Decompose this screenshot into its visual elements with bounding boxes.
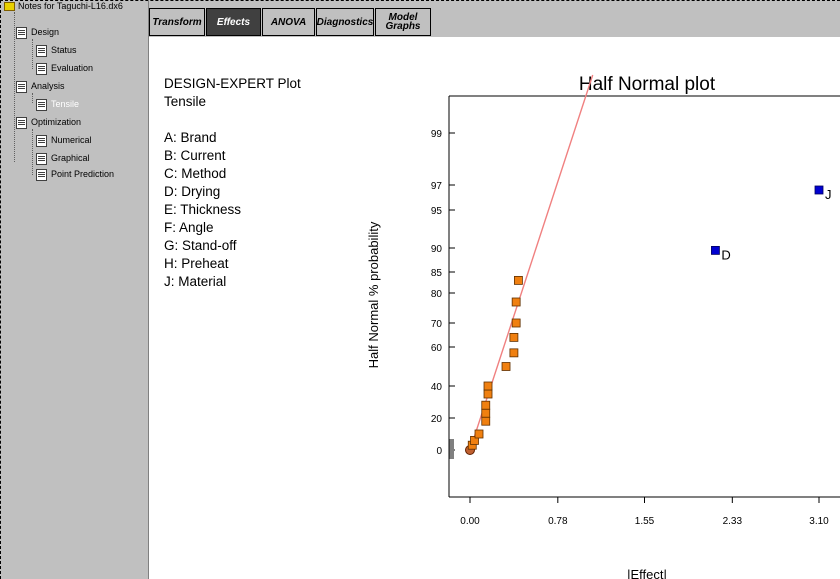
- frame-top-border: [0, 0, 840, 1]
- plot-heading: DESIGN-EXPERT Plot: [164, 76, 301, 91]
- tab-diagnostics[interactable]: Diagnostics: [316, 8, 374, 36]
- effect-point: [814, 185, 824, 195]
- error-point: [483, 389, 493, 399]
- tab-label: Diagnostics: [316, 16, 374, 28]
- factor-label: A: Brand: [164, 130, 217, 145]
- tab-bar: Transform Effects ANOVA Diagnostics Mode…: [149, 8, 840, 36]
- tree-connector: [32, 39, 33, 69]
- y-tick-label: 0: [436, 446, 442, 457]
- design-icon: [16, 26, 27, 39]
- point-prediction-icon: [36, 168, 47, 181]
- sidebar-item-analysis[interactable]: Analysis: [16, 79, 65, 93]
- tab-anova[interactable]: ANOVA: [262, 8, 315, 36]
- tab-transform[interactable]: Transform: [149, 8, 205, 36]
- tree-root-label: Notes for Taguchi-L16.dx6: [18, 1, 123, 11]
- sidebar-item-graphical[interactable]: Graphical: [36, 151, 90, 165]
- error-point: [474, 429, 484, 439]
- error-point: [481, 416, 491, 426]
- sidebar-item-label: Design: [31, 27, 60, 37]
- chart-title: Half Normal plot: [579, 74, 716, 95]
- sidebar-item-label: Status: [51, 45, 77, 55]
- status-icon: [36, 44, 47, 57]
- y-axis-label: Half Normal % probability: [366, 221, 381, 368]
- y-tick-label: 80: [431, 289, 443, 300]
- sidebar-item-label: Numerical: [51, 135, 92, 145]
- plot-area: 0 20 40 60 70 80 85 90 95 97 99 0.00 0.78 1.55 2.33 3.1…: [431, 74, 840, 527]
- response-icon: [36, 98, 47, 111]
- sidebar-item-label: Point Prediction: [51, 169, 115, 179]
- y-tick-label: 85: [431, 268, 443, 279]
- factor-label: C: Method: [164, 166, 227, 181]
- evaluation-icon: [36, 62, 47, 75]
- error-point: [511, 297, 521, 307]
- sidebar-item-label: Graphical: [51, 153, 90, 163]
- error-point: [509, 332, 519, 342]
- error-point: [481, 400, 491, 410]
- y-tick-label: 70: [431, 319, 443, 330]
- tab-label: ANOVA: [270, 16, 307, 28]
- y-tick-label: 95: [431, 206, 443, 217]
- sidebar-item-point-prediction[interactable]: Point Prediction: [36, 167, 114, 181]
- tab-label: Transform: [152, 16, 202, 28]
- frame-left-border: [0, 0, 1, 579]
- plot-info: DESIGN-EXPERT Plot Tensile A: Brand B: C…: [164, 75, 301, 291]
- numerical-icon: [36, 134, 47, 147]
- factor-label: F: Angle: [164, 220, 214, 235]
- tree-root[interactable]: Notes for Taguchi-L16.dx6: [4, 1, 123, 11]
- tree-connector: [32, 129, 33, 175]
- x-axis-label: |Effect|: [627, 567, 667, 579]
- sidebar-item-design[interactable]: Design: [16, 25, 59, 39]
- error-point: [509, 348, 519, 358]
- sidebar-item-status[interactable]: Status: [36, 43, 77, 57]
- error-point: [470, 435, 479, 445]
- tab-label: Effects: [216, 16, 251, 28]
- x-tick-label: 3.10: [809, 516, 829, 527]
- response-name: Tensile: [164, 94, 207, 109]
- sidebar-item-label: Analysis: [31, 81, 65, 91]
- error-point: [481, 408, 491, 418]
- tab-model-graphs[interactable]: Model Graphs: [375, 8, 431, 36]
- tab-label: Model Graphs: [385, 12, 421, 32]
- sidebar: Notes for Taguchi-L16.dx6 Design Status …: [2, 1, 149, 579]
- error-point: [501, 362, 511, 371]
- optimization-icon: [16, 116, 27, 129]
- y-tick-label: 40: [431, 382, 443, 393]
- factor-label: H: Preheat: [164, 256, 229, 271]
- y-tick-label: 97: [431, 181, 443, 192]
- tab-effects[interactable]: Effects: [206, 8, 261, 36]
- effect-label: J: [825, 187, 832, 202]
- tree-connector: [32, 93, 33, 103]
- tree-connector: [14, 12, 15, 162]
- analysis-icon: [16, 80, 27, 93]
- sidebar-item-label: Optimization: [31, 117, 82, 127]
- x-tick-label: 0.78: [548, 516, 568, 527]
- factor-label: J: Material: [164, 274, 227, 289]
- sidebar-item-numerical[interactable]: Numerical: [36, 133, 92, 147]
- plot-panel: [149, 37, 840, 579]
- x-tick-label: 0.00: [460, 516, 480, 527]
- y-tick-label: 20: [431, 414, 443, 425]
- graphical-icon: [36, 152, 47, 165]
- sidebar-item-tensile[interactable]: Tensile: [36, 97, 79, 111]
- x-tick-label: 2.33: [723, 516, 743, 527]
- effect-label: D: [721, 247, 730, 262]
- error-point: [514, 275, 523, 285]
- y-tick-label: 99: [431, 129, 443, 140]
- factor-label: E: Thickness: [164, 202, 242, 217]
- sidebar-item-label: Tensile: [51, 99, 80, 109]
- effect-point: [711, 245, 720, 255]
- factor-label: D: Drying: [164, 184, 221, 199]
- sidebar-item-optimization[interactable]: Optimization: [16, 115, 81, 129]
- factor-label: B: Current: [164, 148, 226, 163]
- sidebar-item-evaluation[interactable]: Evaluation: [36, 61, 93, 75]
- error-point: [511, 318, 521, 328]
- factor-label: G: Stand-off: [164, 238, 237, 253]
- y-tick-label: 90: [431, 244, 443, 255]
- y-tick-label: 60: [431, 343, 443, 354]
- folder-icon: [4, 2, 15, 11]
- x-tick-label: 1.55: [635, 516, 655, 527]
- error-point: [483, 381, 493, 391]
- sidebar-item-label: Evaluation: [51, 63, 94, 73]
